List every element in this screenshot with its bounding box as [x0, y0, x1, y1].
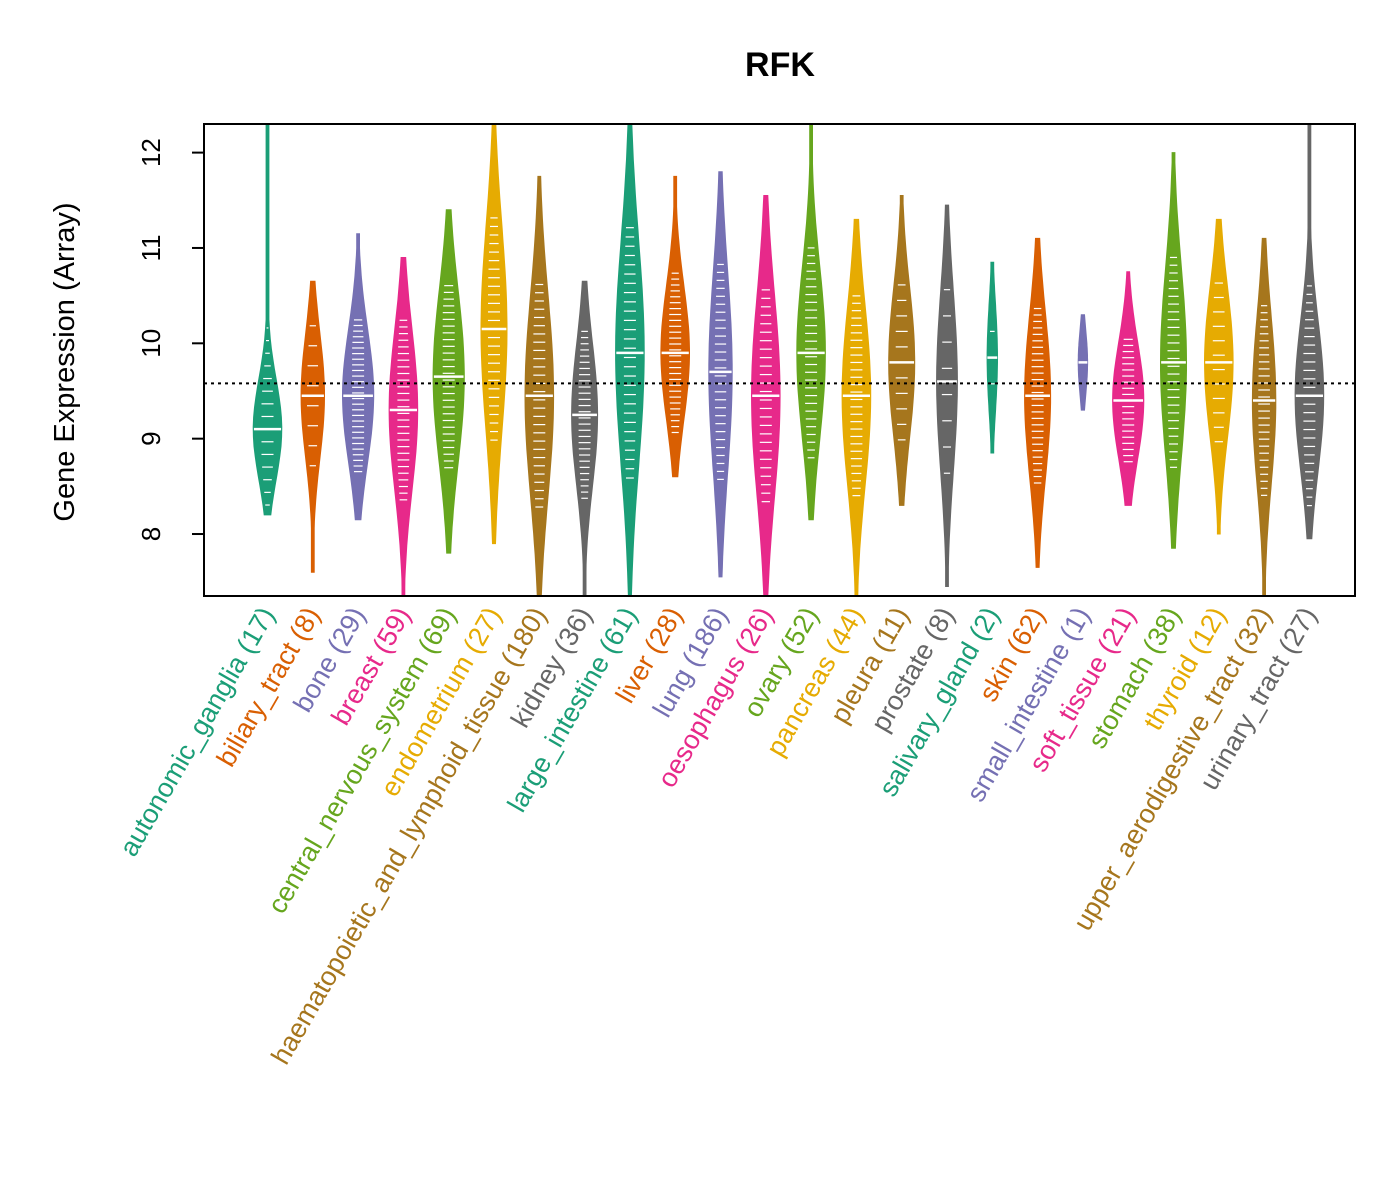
violin-kidney	[571, 280, 599, 597]
violin-body	[571, 280, 599, 597]
violin-body	[1024, 237, 1052, 568]
violin-layer	[252, 123, 1325, 597]
y-tick-label: 11	[136, 234, 166, 261]
violin-liver	[660, 175, 690, 478]
violin-oesophagus	[750, 195, 781, 597]
violin-soft_tissue	[1112, 271, 1145, 506]
violin-thyroid	[1203, 218, 1234, 535]
chart-title: RFK	[745, 46, 815, 84]
violin-body	[1251, 237, 1277, 597]
x-axis-labels: autonomic_ganglia (17)biliary_tract (8)b…	[114, 602, 1323, 1069]
violin-central_nervous_system	[432, 209, 465, 554]
violin-breast	[388, 257, 419, 597]
violin-ovary	[796, 123, 826, 521]
y-axis-label: Gene Expression (Array)	[49, 202, 81, 521]
violin-body	[841, 218, 872, 597]
violin-pleura	[888, 195, 916, 506]
violin-body	[342, 233, 375, 521]
violin-body	[615, 123, 645, 597]
violin-biliary_tract	[300, 280, 325, 573]
violin-prostate	[936, 204, 958, 587]
violin-body	[936, 204, 958, 587]
y-tick-label: 9	[136, 431, 166, 445]
violin-large_intestine	[615, 123, 645, 597]
plot-frame	[203, 123, 1356, 597]
violin-body	[480, 123, 508, 545]
violin-body	[708, 171, 733, 578]
violin-salivary_gland	[986, 261, 998, 454]
violin-small_intestine	[1077, 314, 1089, 411]
violin-body	[524, 175, 555, 597]
violin-body	[300, 280, 325, 573]
violin-autonomic_ganglia	[252, 123, 283, 531]
y-tick-label: 10	[136, 329, 166, 358]
violin-body	[796, 123, 826, 521]
violin-skin	[1024, 237, 1052, 568]
violin-lung	[708, 171, 733, 578]
violin-pancreas	[841, 218, 872, 597]
violin-body	[1294, 123, 1325, 540]
y-tick-label: 12	[136, 138, 166, 167]
violin-upper_aerodigestive_tract	[1251, 237, 1277, 597]
violin-bone	[342, 233, 375, 521]
violin-body	[888, 195, 916, 506]
violin-body	[252, 123, 283, 516]
violin-body	[432, 209, 465, 554]
violin-haematopoietic_and_lymphoid_tissue	[524, 175, 555, 597]
violin-body	[1203, 218, 1234, 535]
violin-urinary_tract	[1294, 123, 1325, 540]
y-axis: 8 9 10 11 12	[136, 138, 204, 541]
violin-stomach	[1160, 152, 1187, 549]
y-tick-label: 8	[136, 527, 166, 541]
violin-endometrium	[480, 123, 508, 545]
